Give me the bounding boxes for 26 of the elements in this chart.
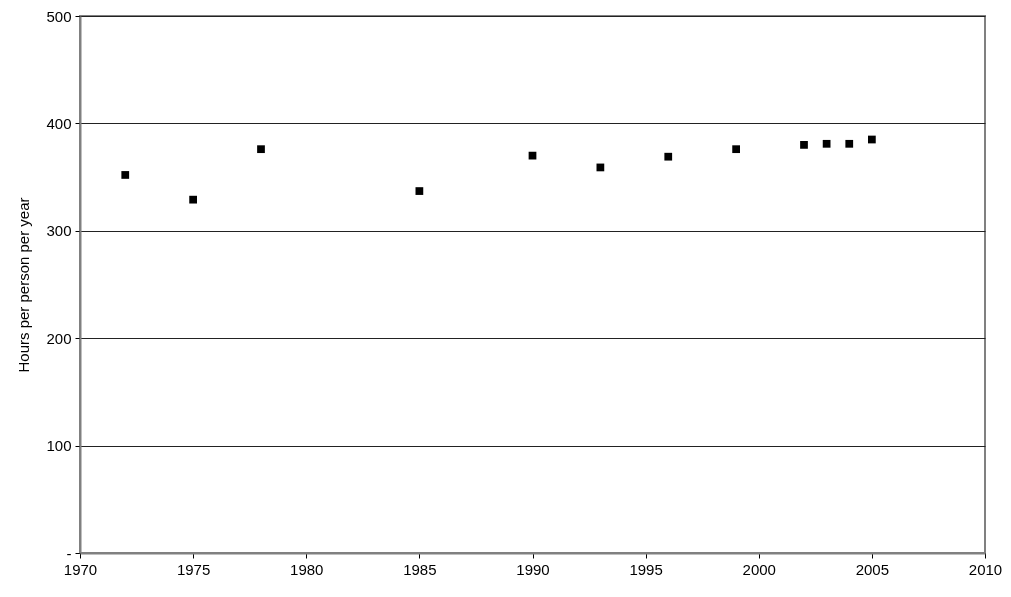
point bbox=[257, 145, 265, 154]
y-tick-label: 400 bbox=[46, 114, 72, 132]
point bbox=[121, 171, 130, 179]
y-tick-label: 300 bbox=[46, 222, 72, 240]
point bbox=[664, 152, 673, 161]
point bbox=[822, 139, 831, 148]
y-tick-label: 500 bbox=[46, 7, 72, 25]
x-tick-label: 1995 bbox=[629, 560, 663, 578]
point bbox=[845, 139, 854, 148]
x-tick-label: 1975 bbox=[176, 560, 211, 578]
point bbox=[189, 195, 197, 204]
x-tick-label: 2000 bbox=[742, 560, 776, 578]
y-tick-label: 200 bbox=[46, 329, 72, 347]
x-tick-label: 1970 bbox=[63, 560, 98, 578]
x-tick-label: 1980 bbox=[290, 560, 324, 578]
x-tick-label: 2010 bbox=[968, 560, 1003, 578]
y-tick-label: - bbox=[66, 544, 72, 562]
point bbox=[800, 141, 808, 149]
x-tick-label: 1985 bbox=[403, 560, 437, 578]
y-axis-title: Hours per person per year bbox=[15, 197, 33, 373]
y-tick-label: 100 bbox=[46, 437, 72, 455]
point bbox=[415, 187, 424, 195]
point bbox=[732, 145, 740, 154]
x-tick-label: 1990 bbox=[516, 560, 550, 578]
point bbox=[868, 135, 876, 144]
x-tick-label: 2005 bbox=[855, 560, 890, 578]
